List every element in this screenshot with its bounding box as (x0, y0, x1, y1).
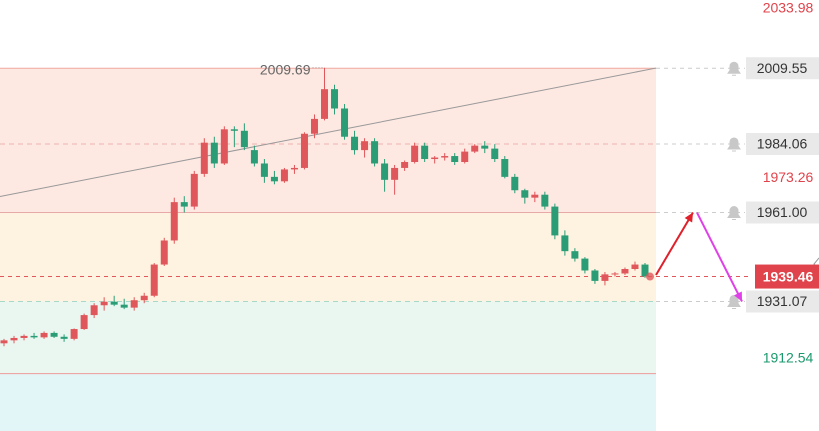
candle-body (501, 159, 509, 177)
candle-body (230, 129, 238, 131)
candle-body (160, 240, 168, 265)
zone (0, 373, 656, 431)
candle-body (421, 145, 429, 160)
level-box (746, 290, 819, 313)
trendline (0, 67, 657, 197)
candle-body (260, 163, 268, 177)
candle-body (401, 161, 409, 168)
candle-body (300, 133, 308, 168)
candle-body (351, 136, 359, 151)
candle-body (541, 194, 549, 207)
candle-body (280, 169, 288, 182)
candle-body (290, 167, 298, 170)
candle-body (140, 295, 148, 301)
alert-bell (727, 206, 741, 221)
candle-body (220, 129, 228, 164)
forecast-arrow (696, 212, 743, 302)
level-box (746, 132, 819, 155)
y-tick-label: 1973.26 (763, 169, 814, 185)
candle-body (461, 151, 469, 162)
candle-body (511, 176, 519, 191)
arrow-head (734, 291, 742, 302)
y-tick-label: 2033.98 (763, 0, 814, 16)
candle-body (80, 315, 88, 330)
last-price-dot (646, 272, 654, 281)
candle-body (40, 332, 48, 338)
candle-body (90, 305, 98, 316)
candle-body (331, 89, 339, 109)
candle-body (240, 130, 248, 148)
candle-body (621, 269, 629, 274)
candle-body (341, 108, 349, 137)
candle-body (591, 270, 599, 281)
candle-body (561, 235, 569, 252)
candle-body (0, 340, 8, 344)
candle-body (200, 142, 208, 174)
level-box (746, 57, 819, 80)
candle-body (30, 335, 38, 338)
level-label: 1984.06 (757, 136, 808, 152)
last-price-box (755, 264, 819, 289)
candle-body (601, 274, 609, 281)
candle-body (631, 264, 639, 270)
candle-body (411, 145, 419, 162)
candle-body (130, 300, 138, 308)
candle-body (361, 141, 369, 151)
candle-body (210, 142, 218, 164)
candle-body (441, 156, 449, 158)
candle-body (491, 148, 499, 160)
candle-body (431, 157, 439, 160)
candle-body (100, 301, 108, 306)
candle-body (611, 273, 619, 275)
candle-body (190, 173, 198, 207)
candle-body (10, 337, 18, 341)
candle-body (270, 176, 278, 182)
candle-body (641, 264, 649, 277)
candle-body (110, 301, 118, 305)
candle-body (531, 194, 539, 198)
alert-bell (727, 137, 741, 152)
candle-body (581, 258, 589, 271)
zone (0, 301, 656, 374)
zone (0, 212, 656, 302)
forecast-arrow (655, 212, 694, 276)
y-tick-label: 1912.54 (763, 349, 814, 365)
candle-body (371, 141, 379, 164)
candle-body (571, 251, 579, 259)
candle-body (471, 145, 479, 152)
candle-body (381, 163, 389, 180)
level-label: 2009.55 (757, 60, 808, 76)
candle-body (481, 145, 489, 149)
arrow-head (684, 212, 693, 223)
candle-body (170, 202, 178, 241)
last-price-label: 1939.46 (763, 268, 814, 284)
candle-body (321, 89, 328, 119)
alert-bell (727, 61, 741, 76)
candle-body (521, 190, 529, 198)
high-marker-label: 2009.69 (260, 62, 311, 78)
level-box (746, 201, 819, 224)
candle-body (50, 332, 58, 337)
candle-body (180, 202, 188, 207)
candle-body (150, 264, 158, 296)
candle-body (551, 206, 559, 236)
candle-body (120, 304, 128, 308)
candle-body (451, 156, 459, 162)
level-label: 1931.07 (757, 293, 808, 309)
level-label: 1961.00 (757, 204, 808, 220)
candle-body (20, 335, 28, 338)
candle-body (250, 150, 258, 164)
candle-body (70, 329, 78, 339)
candle-body (310, 118, 318, 134)
candle-body (60, 336, 68, 339)
candle-body (391, 167, 399, 180)
